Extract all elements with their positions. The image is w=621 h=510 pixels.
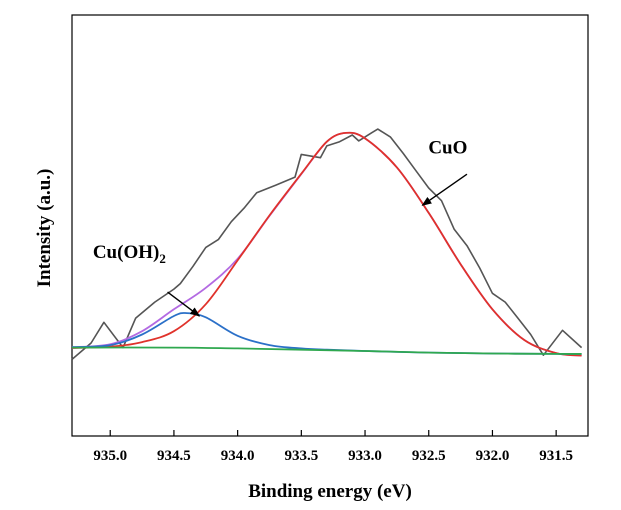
cuo-peak-line	[71, 131, 582, 357]
raw-data-line	[71, 128, 583, 361]
cuoh2-arrow	[167, 291, 201, 317]
x-ticks: 935.0 934.5 934.0 933.5 933.0 932.5 932.0 931.5	[93, 430, 573, 464]
x-tick-label: 933.0	[348, 448, 382, 464]
cuo-label: CuO	[428, 138, 467, 159]
series-layer	[71, 128, 583, 361]
cuoh2-label: Cu(OH)2	[93, 242, 166, 266]
x-tick-label: 932.5	[412, 448, 446, 464]
x-tick-label: 932.0	[476, 448, 510, 464]
cuo-arrow	[421, 173, 468, 206]
x-tick-label: 931.5	[539, 448, 573, 464]
x-tick-label: 935.0	[93, 448, 127, 464]
x-tick-label: 934.5	[157, 448, 191, 464]
x-tick-label: 933.5	[284, 448, 318, 464]
y-axis-title: Intensity (a.u.)	[34, 169, 55, 288]
x-axis-title: Binding energy (eV)	[248, 481, 412, 502]
plot-frame	[71, 14, 589, 437]
x-tick-label: 934.0	[221, 448, 255, 464]
annotations: Cu(OH)2 CuO	[93, 138, 468, 317]
background-line	[71, 346, 582, 355]
